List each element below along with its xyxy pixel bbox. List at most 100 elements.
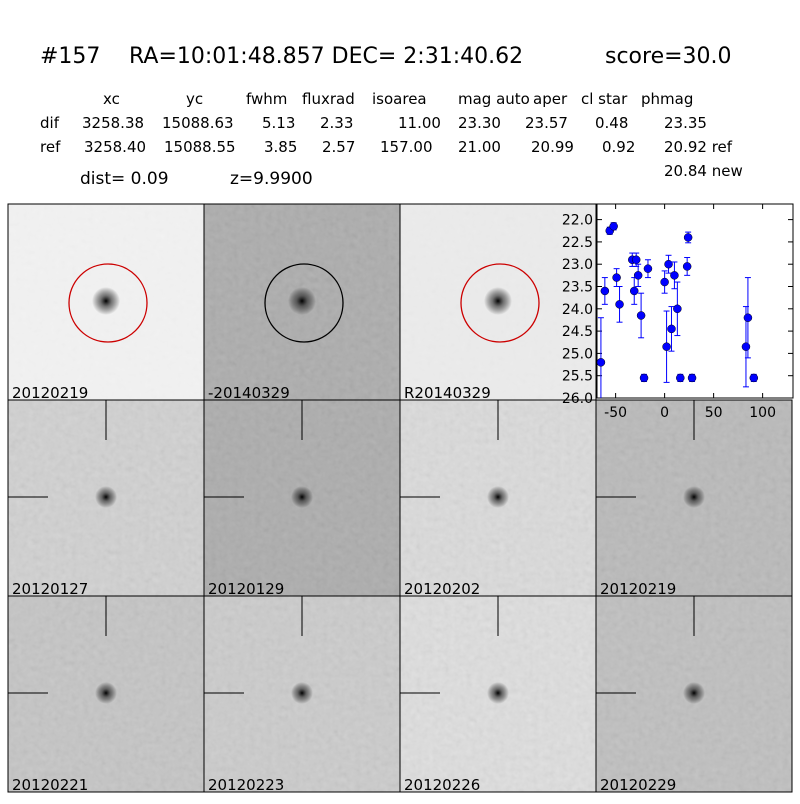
table-cell: 21.00 <box>458 138 501 156</box>
object-id: #157 <box>40 44 100 69</box>
data-point <box>673 304 682 314</box>
data-point <box>633 271 643 280</box>
plot-area <box>596 203 794 399</box>
source <box>484 287 512 315</box>
column-header: xc <box>103 90 120 108</box>
table-cell: 3.85 <box>264 138 297 156</box>
redshift: z=9.9900 <box>230 169 313 189</box>
y-tick-label: 22.0 <box>562 213 593 229</box>
panel-label: 20120226 <box>404 776 480 794</box>
y-tick-label: 24.5 <box>562 324 593 340</box>
table-cell: 20.99 <box>531 138 574 156</box>
y-tick-label: 23.0 <box>562 257 593 273</box>
data-point <box>609 222 618 231</box>
panel-label: 20120221 <box>12 776 88 794</box>
aperture-circle <box>264 263 344 343</box>
data-point <box>741 342 751 351</box>
panel-label: 20120229 <box>600 776 676 794</box>
table-cell: 15088.55 <box>164 138 236 156</box>
aperture-circle <box>68 263 148 343</box>
data-point <box>612 273 621 282</box>
table-cell: 20.92 ref <box>664 138 733 156</box>
column-header: isoarea <box>372 90 427 108</box>
y-tick-label: 26.0 <box>562 391 593 407</box>
info-table: xc yc fwhm fluxrad isoarea mag auto aper cl sta… <box>40 90 743 189</box>
column-header: yc <box>186 90 203 108</box>
table-cell: 0.48 <box>595 114 628 132</box>
table-cell: 5.13 <box>262 114 295 132</box>
column-header: phmag <box>641 90 693 108</box>
table-cell: 15088.63 <box>162 114 234 132</box>
source <box>683 486 705 508</box>
source <box>95 486 117 508</box>
panel-label: 20120127 <box>12 580 88 598</box>
x-tick-label: -50 <box>604 405 627 421</box>
dist: dist= 0.09 <box>80 169 169 189</box>
data-point <box>600 286 610 296</box>
column-header: mag auto <box>458 90 530 108</box>
panel-label: 20120202 <box>404 580 480 598</box>
source <box>95 682 117 704</box>
panel-label: 20120129 <box>208 580 284 598</box>
panel-label: 20120219 <box>600 580 676 598</box>
points <box>597 222 759 398</box>
data-point <box>667 324 676 334</box>
y-tick-label: 23.5 <box>562 280 593 296</box>
light-curve: 22.0 22.5 23.0 23.5 24.0 24.5 25.0 25.5 26.0 -50 0… <box>562 203 794 421</box>
column-header: fluxrad <box>302 90 355 108</box>
data-point <box>615 300 624 309</box>
panel-label: 20120219 <box>12 384 88 402</box>
y-tick-label: 22.5 <box>562 235 593 251</box>
table-cell: 11.00 <box>398 114 441 132</box>
table-cell: 157.00 <box>380 138 433 156</box>
data-point <box>664 259 673 269</box>
data-point <box>682 262 692 271</box>
y-tick-label: 25.5 <box>562 369 593 385</box>
table-cell: 3258.40 <box>84 138 146 156</box>
row-label: dif <box>40 114 60 132</box>
source <box>683 682 705 704</box>
data-point <box>629 286 639 296</box>
data-point <box>683 233 693 242</box>
data-point <box>631 255 641 264</box>
column-header: cl star <box>581 90 628 108</box>
table-cell: 23.57 <box>525 114 568 132</box>
extra-phmag: 20.84 new <box>664 162 743 180</box>
data-point <box>743 313 753 322</box>
data-point <box>749 373 759 383</box>
table-cell: 3258.38 <box>82 114 144 132</box>
row-label: ref <box>40 138 61 156</box>
coordinates: RA=10:01:48.857 DEC= 2:31:40.62 <box>129 44 523 69</box>
x-tick-label: 100 <box>749 405 776 421</box>
source <box>92 287 120 315</box>
table-cell: 0.92 <box>602 138 635 156</box>
x-tick-label: 0 <box>660 405 669 421</box>
data-point <box>662 342 671 351</box>
table-cell: 23.30 <box>458 114 501 132</box>
table-cell: 23.35 <box>664 114 707 132</box>
table-cell: 2.57 <box>322 138 355 156</box>
panel-label: R20140329 <box>404 384 491 402</box>
panel-label: 20120223 <box>208 776 284 794</box>
data-point <box>639 373 649 383</box>
column-header: aper <box>533 90 568 108</box>
data-point <box>687 373 697 383</box>
data-point <box>643 264 653 273</box>
x-tick-label: 50 <box>705 405 723 421</box>
table-cell: 2.33 <box>320 114 353 132</box>
data-point <box>636 311 646 320</box>
panel-label: -20140329 <box>208 384 290 402</box>
y-tick-label: 25.0 <box>562 346 593 362</box>
y-tick-label: 24.0 <box>562 302 593 318</box>
panel-frame <box>595 595 793 793</box>
source <box>288 287 316 315</box>
source <box>291 486 313 508</box>
data-point <box>676 373 685 383</box>
data-point <box>670 271 679 280</box>
aperture-circle <box>460 263 540 343</box>
column-header: fwhm <box>246 90 287 108</box>
data-point <box>597 358 606 367</box>
score: score=30.0 <box>605 44 732 69</box>
